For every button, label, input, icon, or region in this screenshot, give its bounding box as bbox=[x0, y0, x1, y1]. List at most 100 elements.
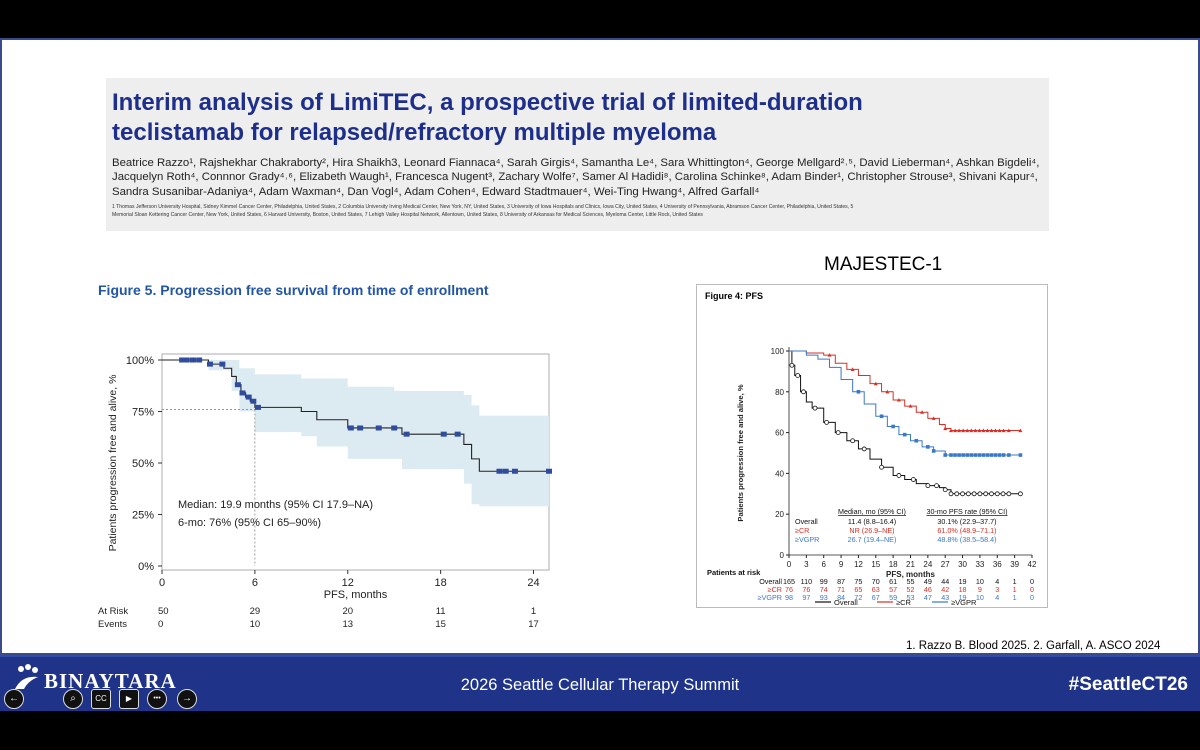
censor-mark bbox=[1006, 491, 1012, 497]
x-tick-label: 24 bbox=[923, 560, 932, 569]
paper-title-line-1: Interim analysis of LimiTEC, a prospecti… bbox=[112, 89, 863, 116]
x-tick-label: 21 bbox=[906, 560, 915, 569]
censor-mark bbox=[496, 468, 503, 474]
risk-value: 15 bbox=[435, 619, 446, 630]
censor-mark bbox=[957, 453, 961, 457]
logo-icon bbox=[12, 663, 42, 693]
reference-citation: 1. Razzo B. Blood 2025. 2. Garfall, A. A… bbox=[906, 640, 1161, 652]
risk-value: 75 bbox=[854, 577, 862, 586]
summary-rate: 61.0% (48.9–71.1) bbox=[937, 526, 996, 535]
censor-mark bbox=[989, 428, 994, 433]
censor-mark bbox=[789, 362, 795, 368]
figure-4-title: Figure 4: PFS bbox=[705, 291, 764, 301]
risk-value: 84 bbox=[837, 593, 845, 602]
censor-mark bbox=[985, 428, 990, 433]
authors-line-3: Sandra Susanibar-Adaniya⁴, Adam Waxman⁴,… bbox=[112, 185, 760, 198]
risk-value: 76 bbox=[802, 585, 810, 594]
y-tick-label: 80 bbox=[775, 388, 784, 397]
risk-row-label: At Risk bbox=[98, 606, 128, 617]
censor-mark bbox=[931, 449, 936, 453]
censor-mark bbox=[1018, 491, 1023, 497]
censor-mark bbox=[957, 428, 962, 433]
risk-value: 4 bbox=[995, 577, 999, 586]
censor-mark bbox=[954, 491, 960, 497]
censor-mark bbox=[391, 425, 398, 431]
y-tick-label: 0 bbox=[780, 551, 785, 560]
risk-value: 57 bbox=[889, 585, 897, 594]
x-tick-label: 36 bbox=[993, 560, 1002, 569]
forward-icon[interactable]: → bbox=[177, 689, 197, 709]
x-tick-label: 39 bbox=[1010, 560, 1019, 569]
risk-value: 17 bbox=[528, 619, 539, 630]
censor-mark bbox=[973, 453, 978, 457]
censor-mark bbox=[1007, 453, 1011, 457]
risk-value: 4 bbox=[995, 593, 999, 602]
censor-mark bbox=[403, 431, 410, 437]
censor-mark bbox=[440, 431, 447, 437]
risk-table-title: Patients at risk bbox=[707, 568, 761, 577]
legend-item: ≥VGPR bbox=[932, 598, 977, 607]
censor-mark bbox=[827, 353, 832, 357]
risk-value: 1 bbox=[1013, 585, 1017, 594]
cc-icon[interactable]: CC bbox=[91, 689, 111, 709]
censor-mark bbox=[245, 394, 252, 400]
authors-line-2: Jacquelyn Roth⁴, Connnor Grady⁴˒⁶, Eliza… bbox=[112, 171, 1038, 184]
median-annotation: Median: 19.9 months (95% CI 17.9–NA) bbox=[178, 499, 373, 511]
censor-mark bbox=[997, 428, 1002, 433]
censor-mark bbox=[965, 453, 969, 457]
legend-label: ≥VGPR bbox=[951, 598, 977, 607]
censor-mark bbox=[179, 357, 186, 363]
series-line-1 bbox=[789, 350, 1021, 432]
figure-5-title: Figure 5. Progression free survival from… bbox=[98, 282, 489, 298]
censor-mark bbox=[983, 491, 989, 497]
x-tick-label: 0 bbox=[787, 560, 792, 569]
censor-mark bbox=[989, 453, 994, 457]
risk-value: 0 bbox=[1030, 577, 1034, 586]
more-icon[interactable]: ••• bbox=[147, 689, 167, 709]
y-tick-label: 20 bbox=[775, 510, 784, 519]
censor-mark bbox=[960, 491, 965, 497]
censor-mark bbox=[943, 426, 948, 431]
back-icon[interactable]: ← bbox=[4, 689, 24, 709]
censor-mark bbox=[961, 428, 966, 433]
legend-item: ≥CR bbox=[877, 598, 912, 607]
y-tick-label: 50% bbox=[132, 458, 154, 470]
risk-value: 1 bbox=[1013, 577, 1017, 586]
risk-value: 99 bbox=[820, 577, 828, 586]
risk-value: 29 bbox=[250, 606, 261, 617]
x-tick-label: 6 bbox=[821, 560, 826, 569]
censor-mark bbox=[943, 453, 948, 457]
summary-median: NR (26.9–NE) bbox=[849, 526, 894, 535]
risk-value: 1 bbox=[531, 606, 536, 617]
six-month-annotation: 6-mo: 76% (95% CI 65–90%) bbox=[178, 517, 321, 529]
x-tick-label: 0 bbox=[159, 577, 165, 589]
censor-mark bbox=[1001, 428, 1006, 433]
risk-value: 19 bbox=[959, 577, 967, 586]
x-axis-label: PFS, months bbox=[886, 570, 935, 579]
limitec-pfs-chart: 0% 25% 50% 75% 100% 0 6 12 18 24 PFS, months Patien… bbox=[98, 353, 552, 630]
censor-mark bbox=[896, 473, 902, 478]
risk-value: 52 bbox=[907, 585, 915, 594]
camera-icon[interactable]: ▶ bbox=[119, 689, 139, 709]
censor-mark bbox=[801, 389, 806, 395]
author-list: Beatrice Razzo¹, Rajshekhar Chakraborty²… bbox=[112, 156, 1042, 199]
risk-value: 1 bbox=[1013, 593, 1017, 602]
censor-mark bbox=[885, 389, 890, 394]
risk-row-label: Overall bbox=[759, 577, 782, 586]
censor-mark bbox=[546, 468, 552, 474]
risk-value: 110 bbox=[801, 577, 812, 586]
censor-mark bbox=[1006, 428, 1011, 433]
majestec-legend bbox=[697, 585, 1049, 605]
censor-mark bbox=[375, 425, 382, 431]
search-icon[interactable]: ⌕ bbox=[63, 689, 83, 709]
risk-value: 63 bbox=[872, 585, 880, 594]
censor-mark bbox=[347, 425, 354, 431]
y-axis-label: Patients progression free and alive, % bbox=[107, 375, 119, 552]
censor-mark bbox=[948, 491, 954, 497]
risk-value: 10 bbox=[250, 619, 261, 630]
x-tick-label: 3 bbox=[804, 560, 809, 569]
censor-mark bbox=[183, 357, 190, 363]
censor-mark bbox=[250, 398, 257, 404]
